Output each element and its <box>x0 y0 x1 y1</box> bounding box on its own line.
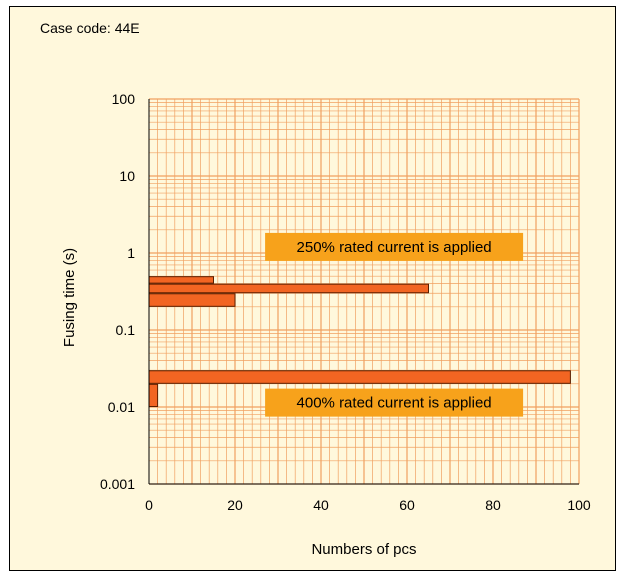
bar-400pct-1 <box>148 383 159 407</box>
y-tick-label: 0.1 <box>116 322 136 338</box>
x-tick-label: 0 <box>145 497 153 513</box>
y-axis-title: Fusing time (s) <box>61 248 78 347</box>
annotation-label-1: 400% rated current is applied <box>297 395 492 412</box>
y-tick-label: 100 <box>112 91 136 107</box>
x-tick-label: 100 <box>567 497 591 513</box>
y-tick-label: 0.01 <box>108 399 135 415</box>
annotation-box-1 <box>265 388 524 417</box>
bar-250pct-1 <box>148 283 429 294</box>
annotation-label-0: 250% rated current is applied <box>297 239 492 256</box>
x-tick-label: 80 <box>485 497 501 513</box>
x-tick-label: 20 <box>227 497 243 513</box>
bar-250pct-2 <box>148 293 236 307</box>
y-tick-label: 10 <box>119 168 135 184</box>
bars <box>148 276 571 407</box>
y-tick-label: 1 <box>127 245 135 261</box>
x-tick-label: 60 <box>399 497 415 513</box>
case-code-label: Case code: 44E <box>40 20 140 36</box>
x-tick-label: 40 <box>313 497 329 513</box>
x-axis-title: Numbers of pcs <box>311 541 416 558</box>
bar-250pct-0 <box>148 276 214 284</box>
x-tick-labels: 0 20 40 60 80 100 <box>145 497 591 513</box>
annotations: 250% rated current is applied 400% rated … <box>265 232 524 417</box>
annotation-box-0 <box>265 232 524 261</box>
bar-400pct-0 <box>148 370 571 384</box>
y-tick-label: 0.001 <box>100 476 135 492</box>
y-tick-labels: 0.001 0.01 0.1 1 10 100 <box>100 91 135 492</box>
